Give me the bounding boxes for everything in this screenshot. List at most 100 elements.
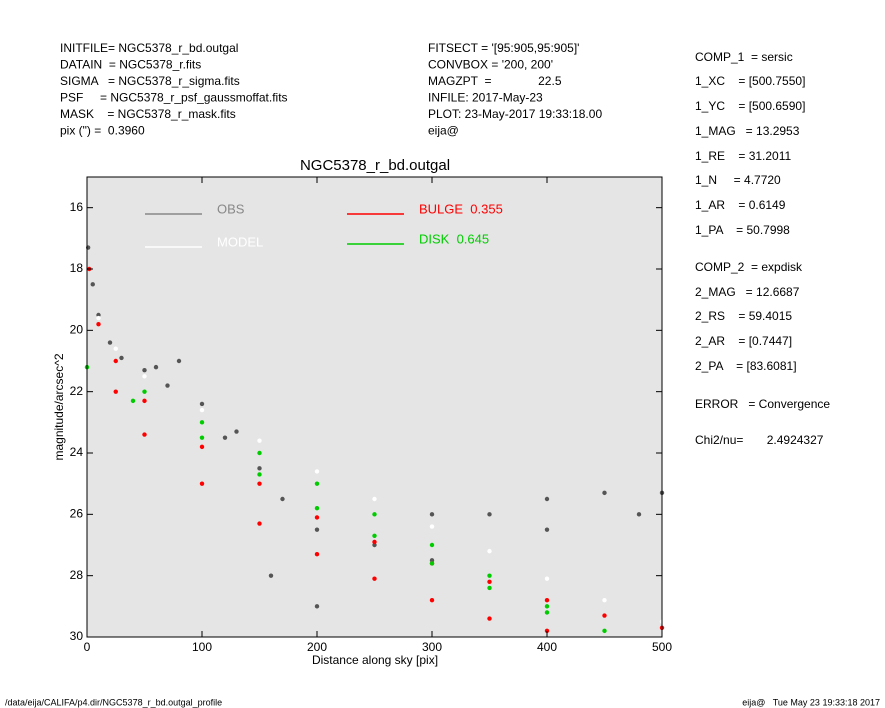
y-axis-label: magnitude/arcsec^2 <box>52 353 66 460</box>
data-point <box>544 576 550 581</box>
legend-label: DISK 0.645 <box>419 231 489 246</box>
data-point <box>372 539 377 545</box>
data-point <box>257 450 262 456</box>
data-point <box>487 579 492 584</box>
data-point <box>314 604 320 609</box>
y-tick-label: 28 <box>70 568 84 582</box>
x-tick-label: 0 <box>84 640 91 654</box>
data-point <box>142 398 147 404</box>
header-line: pix (") = 0.3960 <box>60 124 145 138</box>
data-point <box>199 435 205 440</box>
header-line: INFILE: 2017-May-23 <box>428 91 543 105</box>
param-line: 1_YC = [500.6590] <box>695 99 805 113</box>
y-tick-label: 24 <box>70 445 84 459</box>
data-point <box>372 533 377 538</box>
data-point <box>142 374 147 379</box>
data-point <box>602 613 607 618</box>
param-line: 1_AR = 0.6149 <box>695 198 786 212</box>
data-point <box>268 573 274 578</box>
data-point <box>544 628 550 634</box>
data-point <box>314 469 320 474</box>
param-line: 1_MAG = 13.2953 <box>695 124 800 138</box>
param-line: COMP_1 = sersic <box>695 50 793 64</box>
param-line: 2_MAG = 12.6687 <box>695 285 800 299</box>
data-point <box>314 527 320 532</box>
data-point <box>142 432 147 437</box>
data-point <box>602 598 607 603</box>
y-tick-label: 26 <box>70 507 84 521</box>
data-point <box>153 364 159 370</box>
data-point <box>199 407 205 413</box>
param-line: ERROR = Convergence <box>695 397 830 411</box>
data-point <box>429 561 435 566</box>
data-point <box>113 346 118 351</box>
data-point <box>544 598 550 603</box>
data-point <box>372 496 377 502</box>
x-axis-label: Distance along sky [pix] <box>312 653 438 667</box>
data-point <box>257 466 262 471</box>
data-point <box>222 435 228 440</box>
header-line: PSF = NGC5378_r_psf_gaussmoffat.fits <box>60 91 288 105</box>
data-point <box>429 512 435 517</box>
data-point <box>487 512 492 517</box>
x-tick-label: 300 <box>422 640 442 654</box>
header-line: SIGMA = NGC5378_r_sigma.fits <box>60 74 240 88</box>
header-line: FITSECT = '[95:905,95:905]' <box>428 41 579 55</box>
data-point <box>314 552 320 557</box>
param-line: 2_PA = [83.6081] <box>695 359 797 373</box>
data-point <box>372 576 377 581</box>
data-point <box>257 438 262 443</box>
data-point <box>544 496 550 502</box>
param-line: 1_N = 4.7720 <box>695 173 781 187</box>
data-point <box>602 490 607 496</box>
data-point <box>487 573 492 578</box>
param-line: 2_RS = 59.4015 <box>695 309 792 323</box>
header-line: MASK = NGC5378_r_mask.fits <box>60 107 236 121</box>
data-point <box>199 420 205 425</box>
legend-label: OBS <box>217 201 245 216</box>
y-tick-label: 20 <box>70 323 84 337</box>
data-point <box>96 315 101 321</box>
data-point <box>119 355 124 361</box>
data-point <box>372 512 377 517</box>
data-point <box>199 401 205 407</box>
data-point <box>314 515 320 520</box>
data-point <box>130 398 136 404</box>
data-point <box>107 340 113 345</box>
data-point <box>314 481 320 486</box>
y-tick-label: 30 <box>70 629 84 643</box>
data-point <box>257 472 262 477</box>
data-point <box>544 527 550 532</box>
param-line: COMP_2 = expdisk <box>695 260 803 274</box>
footer-path: /data/eija/CALIFA/p4.dir/NGC5378_r_bd.ou… <box>5 697 222 707</box>
data-point <box>314 506 320 511</box>
data-point <box>96 312 101 318</box>
header-line: PLOT: 23-May-2017 19:33:18.00 <box>428 107 602 121</box>
data-point <box>636 512 642 517</box>
param-line: 2_AR = [0.7447] <box>695 334 792 348</box>
x-tick-label: 400 <box>537 640 557 654</box>
chart-title: NGC5378_r_bd.outgal <box>300 157 450 174</box>
data-point <box>165 383 170 388</box>
data-point <box>113 358 118 364</box>
data-point <box>429 542 435 548</box>
axes-frame <box>86 176 663 638</box>
data-point <box>429 524 435 529</box>
header-line: DATAIN = NGC5378_r.fits <box>60 58 201 72</box>
data-point <box>487 585 492 591</box>
data-point <box>372 542 377 548</box>
plot-area <box>87 177 662 637</box>
header-line: CONVBOX = '200, 200' <box>428 58 553 72</box>
data-point <box>257 521 262 526</box>
data-point <box>487 548 492 554</box>
y-tick-label: 16 <box>70 200 84 214</box>
data-point <box>429 598 435 603</box>
data-point <box>544 604 550 609</box>
legend-label: MODEL <box>217 234 263 249</box>
data-point <box>199 444 205 450</box>
param-line: 1_RE = 31.2011 <box>695 149 792 163</box>
data-point <box>142 389 147 394</box>
data-point <box>544 610 550 615</box>
x-tick-label: 500 <box>652 640 672 654</box>
